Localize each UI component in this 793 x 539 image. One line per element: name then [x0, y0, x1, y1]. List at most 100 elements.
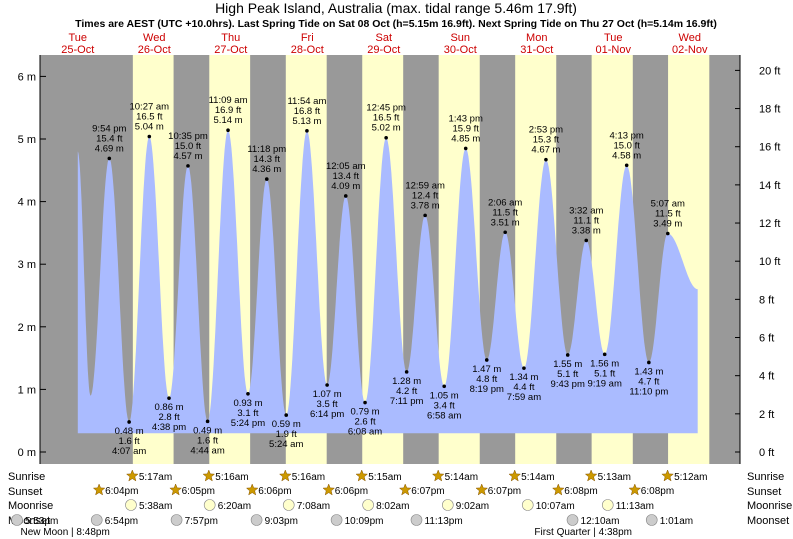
moonrise-icon — [521, 499, 534, 511]
high-ft-label: 16.5 ft — [136, 111, 163, 122]
extreme-dot — [264, 177, 269, 181]
high-m-label: 5.04 m — [135, 121, 164, 132]
low-m-label: 1.55 m — [553, 359, 582, 370]
moonrise-label-left: Moonrise — [8, 500, 53, 512]
moonrise-icon — [441, 499, 454, 511]
low-ft-label: 2.8 ft — [158, 412, 179, 423]
sunrise-time: 5:17am — [139, 472, 172, 483]
high-time-label: 5:07 am — [651, 199, 685, 210]
moonrise-icon — [203, 499, 216, 511]
y-tick-label-m: 2 m — [18, 322, 36, 334]
high-m-label: 3.49 m — [653, 219, 682, 230]
low-m-label: 0.49 m — [193, 425, 222, 436]
extreme-dot — [624, 163, 629, 168]
moonrise-icon — [601, 499, 614, 511]
sunrise-time: 5:13am — [598, 472, 631, 483]
low-time-label: 5:24 pm — [231, 418, 265, 429]
day-date: 01-Nov — [596, 44, 632, 56]
moonset-icon — [170, 514, 183, 526]
extreme-dot — [484, 358, 489, 362]
y-tick-label-ft: 10 ft — [759, 256, 780, 268]
low-ft-label: 2.6 ft — [354, 417, 375, 428]
low-ft-label: 5.1 ft — [557, 369, 578, 380]
extreme-dot — [522, 366, 526, 370]
high-m-label: 4.67 m — [531, 145, 560, 156]
day-name: Thu — [221, 32, 240, 44]
high-m-label: 5.14 m — [214, 115, 243, 126]
high-ft-label: 15.3 ft — [533, 135, 560, 146]
moonrise-time: 11:13am — [616, 501, 654, 512]
y-tick-label-ft: 12 ft — [759, 218, 780, 230]
moonset-icon — [90, 514, 103, 526]
sunset-time: 6:06pm — [258, 486, 291, 497]
extreme-dot — [602, 352, 607, 357]
high-m-label: 4.58 m — [612, 150, 641, 161]
extreme-dot — [325, 383, 329, 387]
low-time-label: 7:59 am — [507, 392, 541, 403]
low-ft-label: 3.1 ft — [237, 408, 258, 419]
day-date: 02-Nov — [672, 44, 708, 56]
sunrise-time: 5:14am — [445, 472, 478, 483]
extreme-dot — [186, 164, 190, 168]
day-name: Wed — [143, 32, 165, 44]
day-date: 31-Oct — [520, 44, 553, 56]
low-time-label: 7:11 pm — [390, 396, 424, 407]
moonset-icon — [330, 514, 343, 526]
high-time-label: 10:35 pm — [168, 131, 208, 142]
moonset-time: 1:01am — [660, 516, 693, 527]
day-date: 27-Oct — [214, 44, 247, 56]
low-time-label: 6:08 am — [348, 427, 382, 438]
low-m-label: 1.07 m — [313, 389, 342, 400]
sunrise-label-left: Sunrise — [8, 471, 45, 483]
high-time-label: 2:53 pm — [529, 125, 563, 136]
high-ft-label: 11.5 ft — [492, 207, 518, 218]
sunset-label-left: Sunset — [8, 486, 42, 498]
moon-phase-label: First Quarter | 4:38pm — [534, 527, 632, 538]
low-m-label: 0.59 m — [272, 419, 301, 430]
sun-icon — [475, 483, 489, 496]
extreme-dot — [503, 230, 507, 235]
y-tick-label-m: 5 m — [18, 134, 36, 146]
low-m-label: 0.86 m — [154, 402, 183, 413]
y-tick-label-ft: 20 ft — [759, 65, 780, 77]
moonset-icon — [645, 514, 658, 526]
extreme-dot — [284, 413, 289, 417]
moonrise-time: 8:02am — [376, 501, 409, 512]
moonset-icon — [250, 514, 263, 526]
moonrise-time: 10:07am — [536, 501, 575, 512]
low-m-label: 0.79 m — [351, 407, 380, 418]
day-date: 30-Oct — [444, 44, 477, 56]
sun-icon — [508, 469, 522, 482]
high-m-label: 3.78 m — [411, 200, 440, 211]
sun-moon-almanac: Sunrise Sunrise Sunset Sunset Moonrise Moonri… — [8, 469, 792, 538]
day-name: Mon — [526, 32, 547, 44]
low-m-label: 0.93 m — [233, 398, 262, 409]
day-name: Tue — [68, 32, 87, 44]
chart-title: High Peak Island, Australia (max. tidal … — [215, 0, 577, 16]
moonrise-time: 7:08am — [297, 501, 330, 512]
high-m-label: 5.13 m — [292, 116, 321, 127]
moonset-icon — [11, 514, 23, 526]
low-ft-label: 3.5 ft — [317, 399, 338, 410]
sun-icon — [92, 483, 106, 496]
day-header: Tue25-OctWed26-OctThu27-OctFri28-OctSat2… — [61, 32, 708, 56]
extreme-dot — [363, 400, 367, 405]
y-tick-label-ft: 6 ft — [759, 333, 774, 345]
extreme-dot — [423, 213, 427, 218]
day-name: Fri — [301, 32, 314, 44]
y-tick-label-ft: 0 ft — [759, 447, 774, 459]
low-time-label: 9:43 pm — [551, 379, 585, 390]
moonrise-time: 6:20am — [218, 501, 251, 512]
sunrise-time: 5:12am — [674, 472, 707, 483]
day-date: 29-Oct — [367, 44, 400, 56]
high-ft-label: 11.5 ft — [655, 209, 681, 220]
sun-icon — [661, 469, 674, 482]
day-date: 25-Oct — [61, 44, 94, 56]
sun-icon — [169, 483, 182, 496]
extreme-dot — [246, 391, 250, 396]
low-m-label: 1.43 m — [634, 366, 663, 377]
extreme-dot — [666, 231, 670, 236]
moonrise-icon — [125, 499, 137, 511]
moonrise-icon — [362, 499, 374, 511]
